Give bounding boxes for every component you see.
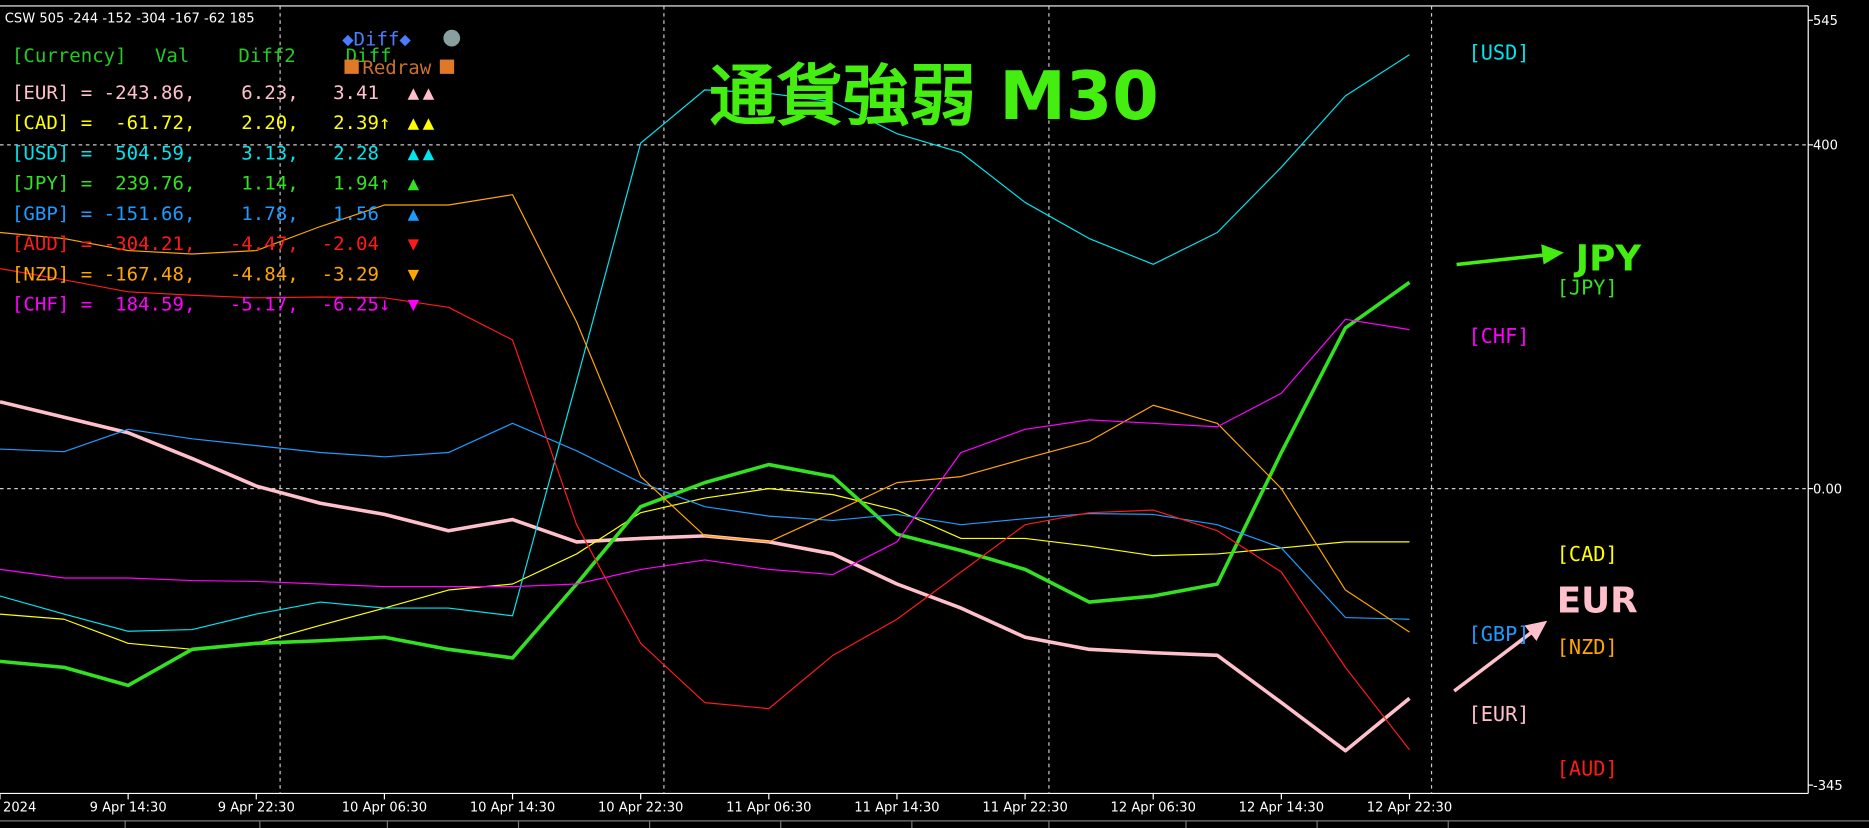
- panel-row: [USD] = 504.59, 3.13, 2.28: [12, 142, 379, 164]
- panel-row-marks: ▲▲: [408, 142, 438, 164]
- line-label: [CHF]: [1469, 324, 1530, 348]
- line-label: [EUR]: [1469, 702, 1530, 726]
- annotation: EUR: [1557, 580, 1638, 621]
- axes: 545 400 0.00 -345 9 Apr 2024 9 Apr 14:30 9 Apr…: [0, 14, 1843, 815]
- bottom-tabs: [0, 820, 1869, 828]
- x-tick-label: 10 Apr 06:30: [342, 800, 427, 815]
- panel-row: [CAD] = -61.72, 2.20, 2.39↑: [12, 112, 391, 134]
- redraw-button-label[interactable]: Redraw: [362, 57, 431, 79]
- panel-row-marks: ▲: [408, 173, 423, 195]
- y-tick-label: 545: [1813, 14, 1838, 29]
- series-line: [0, 54, 1410, 632]
- panel-row: [GBP] = -151.66, 1.78, 1.56: [12, 203, 379, 225]
- lines: [0, 54, 1411, 753]
- redraw-square[interactable]: [439, 59, 455, 74]
- x-tick-label: 11 Apr 06:30: [726, 800, 811, 815]
- panel-row: [CHF] = 184.59, -5.17, -6.25↓: [12, 294, 391, 316]
- line-label: [CAD]: [1557, 542, 1618, 566]
- y-tick-label: 400: [1813, 139, 1838, 154]
- panel-row: [AUD] = -304.21, -4.47, -2.04: [12, 233, 379, 255]
- panel-header: [Currency]: [12, 45, 127, 67]
- arrow: [1453, 630, 1534, 693]
- x-tick-label: 10 Apr 14:30: [470, 800, 555, 815]
- x-tick-label: 12 Apr 14:30: [1239, 800, 1324, 815]
- arrow-head: [1524, 620, 1548, 641]
- panel-row: [NZD] = -167.48, -4.84, -3.29: [12, 263, 379, 285]
- diff-button-label[interactable]: ◆Diff◆: [342, 28, 411, 50]
- panel-row-marks: ▼: [408, 233, 423, 255]
- line-label: [NZD]: [1557, 635, 1618, 659]
- series-line: [0, 422, 1410, 620]
- diff-button-dot[interactable]: [443, 29, 461, 47]
- x-tick-label: 11 Apr 22:30: [982, 800, 1067, 815]
- panel-row-marks: ▼: [408, 263, 423, 285]
- panel: [Currency] Val Diff2 Diff [EUR] = -243.8…: [12, 45, 438, 316]
- panel-header: Val: [155, 45, 189, 67]
- series-line: [0, 194, 1410, 633]
- status-text: CSW 505 -244 -152 -304 -167 -62 185: [5, 12, 255, 27]
- line-label: [AUD]: [1557, 757, 1618, 781]
- line-label: [JPY]: [1557, 275, 1618, 299]
- x-tick-label: 10 Apr 22:30: [598, 800, 683, 815]
- panel-row: [EUR] = -243.86, 6.23, 3.41: [12, 82, 379, 104]
- redraw-square[interactable]: [344, 59, 359, 74]
- arrow: [1456, 253, 1545, 267]
- diff-button[interactable]: ◆Diff◆: [342, 28, 461, 50]
- panel-row-marks: ▲▲: [408, 112, 438, 134]
- chart-title: 通貨強弱 M30: [709, 57, 1158, 135]
- series-line: [0, 318, 1410, 588]
- day-separators: [279, 5, 1433, 794]
- series-line: [0, 268, 1410, 751]
- panel-row-marks: ▲▲: [408, 82, 438, 104]
- line-label: [GBP]: [1469, 622, 1530, 646]
- x-tick-label: 12 Apr 22:30: [1367, 800, 1452, 815]
- x-tick-label: 12 Apr 06:30: [1111, 800, 1196, 815]
- grid: [0, 144, 1809, 490]
- x-tick-label: 9 Apr 14:30: [90, 800, 167, 815]
- panel-row: [JPY] = 239.76, 1.14, 1.94↑: [12, 173, 391, 195]
- panel-row-marks: ▲: [408, 203, 423, 225]
- panel-header: Diff2: [238, 45, 295, 67]
- x-tick-label: 9 Apr 2024: [0, 800, 36, 815]
- line-label: [USD]: [1469, 41, 1530, 65]
- x-tick-label: 11 Apr 14:30: [854, 800, 939, 815]
- y-tick-label: 0.00: [1813, 482, 1842, 497]
- panel-row-marks: ▼: [408, 294, 423, 316]
- arrow-head: [1541, 244, 1564, 265]
- series-line: [0, 280, 1411, 688]
- annotation: JPY: [1574, 238, 1643, 279]
- annotation-arrows: [1453, 244, 1564, 693]
- y-tick-label: -345: [1813, 779, 1843, 794]
- redraw-button[interactable]: Redraw: [344, 57, 455, 79]
- x-tick-label: 9 Apr 22:30: [218, 800, 295, 815]
